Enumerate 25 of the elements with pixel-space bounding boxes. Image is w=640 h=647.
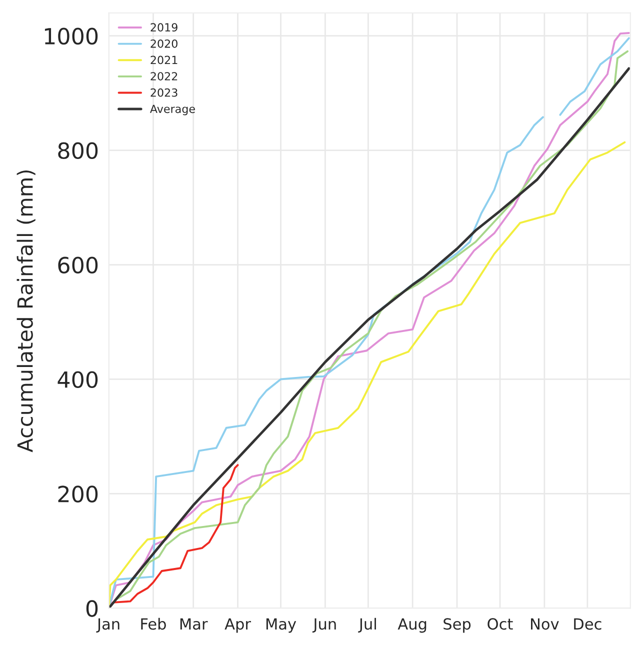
legend-label: Average [150, 104, 195, 116]
y-tick-label: 800 [58, 142, 98, 160]
y-axis-title: Accumulated Rainfall (mm) [16, 170, 36, 452]
y-tick-label: 400 [58, 371, 98, 388]
x-tick-label: Nov [531, 618, 559, 630]
y-tick-label: 600 [58, 256, 98, 274]
x-tick-label: Sep [444, 618, 471, 633]
x-tick-label: Jun [312, 618, 336, 633]
legend-label: 2019 [150, 23, 178, 32]
x-tick-label: Apr [224, 618, 251, 633]
x-tick-label: Oct [488, 618, 513, 630]
legend-label: 2023 [150, 88, 178, 97]
legend-label: 2020 [150, 39, 178, 48]
x-tick-label: Aug [398, 618, 426, 633]
x-tick-label: Jan [96, 618, 120, 633]
x-tick-label: Jul [358, 618, 376, 633]
x-tick-label: Feb [141, 618, 166, 630]
x-tick-label: May [266, 618, 296, 633]
x-tick-label: Dec [574, 618, 602, 630]
y-tick-label: 0 [86, 600, 98, 617]
legend-label: 2022 [150, 72, 178, 80]
x-tick-label: Mar [180, 618, 208, 630]
y-tick-label: 200 [58, 486, 98, 502]
y-tick-label: 1000 [44, 28, 98, 45]
legend-label: 2021 [150, 56, 178, 64]
